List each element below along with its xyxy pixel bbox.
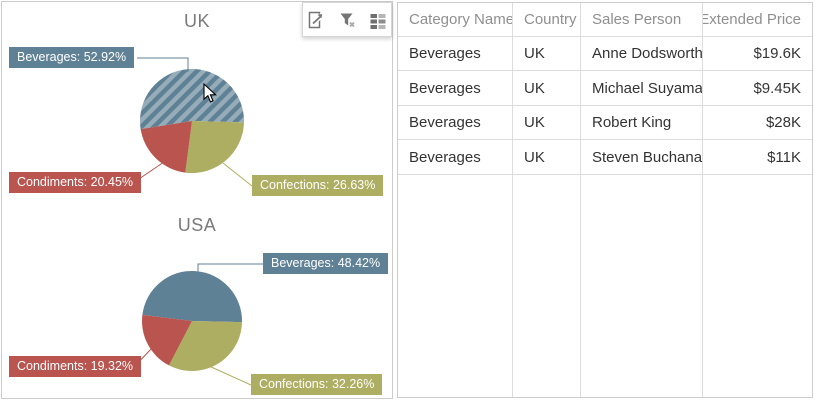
grid-cell[interactable]: $9.45K [703, 71, 812, 106]
grid-filler-cell [513, 175, 581, 397]
grid-cell[interactable]: $11K [703, 140, 812, 175]
grid-cell[interactable]: Beverages [398, 140, 513, 175]
pie-slice-uk-confections[interactable] [185, 121, 244, 174]
column-header-extended-price[interactable]: Extended Price [703, 3, 812, 37]
pie-slice-usa-condiments[interactable] [141, 314, 192, 366]
pie-title-uk: UK [183, 11, 210, 31]
values-icon[interactable] [366, 8, 390, 32]
pie-label-usa-condiments[interactable]: Condiments: 19.32% [9, 356, 142, 377]
grid-cell[interactable]: Michael Suyama [581, 71, 703, 106]
label-connector-usa-confections [208, 365, 252, 386]
grid-filler-cell [703, 175, 812, 397]
label-connector-uk-beverages [137, 57, 189, 72]
pie-label-uk-condiments[interactable]: Condiments: 20.45% [9, 172, 142, 193]
grid-cell[interactable]: UK [513, 71, 581, 106]
grid-filler-cell [398, 175, 513, 397]
pie-slice-usa-beverages[interactable] [142, 270, 243, 323]
chart-item-toolbar [302, 2, 392, 37]
data-grid: Category Name Country Sales Person Extended… [397, 2, 813, 398]
grid-cell[interactable]: UK [513, 140, 581, 175]
pie-slice-uk-condiments[interactable] [140, 121, 192, 173]
grid-cell[interactable]: $28K [703, 106, 812, 140]
grid-cell[interactable]: Steven Buchanan [581, 140, 703, 175]
pie-label-uk-beverages[interactable]: Beverages: 52.92% [9, 47, 135, 68]
grid-cell[interactable]: $19.6K [703, 37, 812, 71]
export-icon[interactable] [304, 8, 328, 32]
pie-title-usa: USA [177, 215, 217, 235]
grid-cell[interactable]: Beverages [398, 37, 513, 71]
label-connector-usa-beverages [197, 263, 263, 273]
pie-label-usa-beverages[interactable]: Beverages: 48.42% [263, 253, 389, 274]
column-header-country[interactable]: Country [513, 3, 581, 37]
label-connector-uk-confections [222, 162, 253, 187]
grid-cell[interactable]: Beverages [398, 106, 513, 140]
pie-slice-usa-confections[interactable] [168, 321, 242, 372]
grid-cell[interactable]: Anne Dodsworth [581, 37, 703, 71]
clear-filter-icon[interactable] [335, 8, 359, 32]
grid-cell[interactable]: UK [513, 37, 581, 71]
grid-cell[interactable]: UK [513, 106, 581, 140]
pie-label-usa-confections[interactable]: Confections: 32.26% [251, 374, 383, 395]
pie-slice-uk-beverages[interactable] [139, 68, 244, 130]
pie-label-uk-confections[interactable]: Confections: 26.63% [252, 175, 384, 196]
grid-cell[interactable]: Robert King [581, 106, 703, 140]
column-header-sales-person[interactable]: Sales Person [581, 3, 703, 37]
grid-cell[interactable]: Beverages [398, 71, 513, 106]
chart-panel: UK USA [1, 1, 393, 399]
column-header-category-name[interactable]: Category Name [398, 3, 513, 37]
grid-filler-cell [581, 175, 703, 397]
pie-charts-canvas [132, 57, 263, 386]
